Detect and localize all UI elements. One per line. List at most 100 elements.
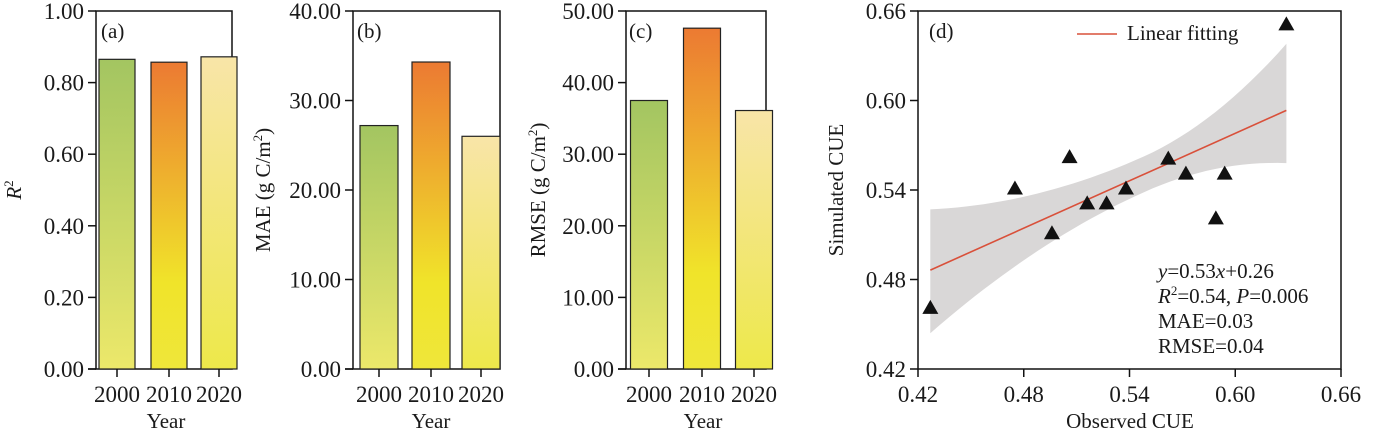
y-tick-label: 0.20 <box>44 285 84 310</box>
legend-label: Linear fitting <box>1127 21 1239 45</box>
bars <box>629 27 774 370</box>
y-tick-label: 10.00 <box>289 268 341 293</box>
panel-c: 0.00 10.00 20.00 30.00 40.00 50.00 2000 2010 2 0… <box>525 0 777 433</box>
y-axis-title-base: MAE (g C/m <box>251 141 275 252</box>
panel-b: 0.00 10.00 20.00 30.00 40.00 2000 2010 2020 (b… <box>250 0 504 433</box>
y-ticks: 0.42 0.48 0.54 0.60 0.66 <box>866 0 918 382</box>
y-tick-label: 0.00 <box>574 357 614 382</box>
bar-2000 <box>359 124 399 370</box>
scatter-point <box>1098 195 1115 210</box>
y-ticks: 0.00 10.00 20.00 30.00 40.00 <box>289 0 353 382</box>
y-ticks: 0.00 10.00 20.00 30.00 40.00 50.00 <box>562 0 626 382</box>
bar-2000 <box>98 58 136 370</box>
y-tick-label: 20.00 <box>562 214 614 239</box>
y-axis-title-sup: 2 <box>250 135 265 142</box>
y-axis-title: MAE (g C/m2) <box>250 128 275 252</box>
y-tick-label: 1.00 <box>44 0 84 24</box>
y-tick-label: 30.00 <box>562 142 614 167</box>
y-tick-label: 10.00 <box>562 285 614 310</box>
y-ticks: 0.00 0.20 0.40 0.60 0.80 1.00 <box>44 0 96 382</box>
r2-base: R <box>1157 284 1171 308</box>
fit-line <box>930 109 1287 271</box>
bars <box>359 61 501 370</box>
r2-mid: =0.54, <box>1177 284 1236 308</box>
panel-label: (a) <box>101 19 124 43</box>
scatter-point <box>1079 195 1096 210</box>
bar-2010 <box>411 61 451 370</box>
y-tick-label: 0.00 <box>44 357 84 382</box>
x-tick-label: 0.66 <box>1321 382 1361 407</box>
y-axis-title-end: ) <box>526 123 550 130</box>
eq-y: y <box>1156 259 1168 283</box>
x-tick-label: 2020 <box>458 382 504 407</box>
mae-text: MAE=0.03 <box>1158 309 1253 333</box>
bar-2020 <box>200 56 238 370</box>
scatter-point <box>1117 180 1134 195</box>
y-tick-label: 50.00 <box>562 0 614 24</box>
scatter-point <box>1278 16 1295 31</box>
y-tick-label: 0.54 <box>866 178 907 203</box>
rmse-text: RMSE=0.04 <box>1158 334 1264 358</box>
y-tick-label: 40.00 <box>562 71 614 96</box>
scatter-point <box>922 299 939 314</box>
r2-sup: 2 <box>1171 283 1178 298</box>
bar-2000 <box>629 99 669 370</box>
panel-label: (b) <box>357 19 382 43</box>
y-axis-title-base: RMSE (g C/m <box>526 136 550 257</box>
x-tick-label: 2000 <box>94 382 140 407</box>
x-tick-label: 0.42 <box>898 382 938 407</box>
p-val: =0.006 <box>1249 284 1308 308</box>
y-tick-label: 0.40 <box>44 214 84 239</box>
y-axis-title: R2 <box>1 180 26 200</box>
scatter-point <box>1043 225 1060 240</box>
y-tick-label: 0.66 <box>866 0 906 24</box>
scatter-point <box>1061 149 1078 164</box>
eq-end: +0.26 <box>1225 259 1274 283</box>
x-ticks: 2000 2010 2020 <box>356 369 504 407</box>
legend: Linear fitting <box>1077 21 1239 45</box>
x-ticks: 0.42 0.48 0.54 0.60 0.66 <box>898 369 1361 407</box>
bar-2010 <box>682 27 722 370</box>
panel-a: 0.00 0.20 0.40 0.60 0.80 1.00 2000 2010 2020 (a… <box>1 0 242 433</box>
scatter-point <box>1216 165 1233 180</box>
panel-d: 0.42 0.48 0.54 0.60 0.66 0.42 0.48 0.54 0.60 0.6… <box>824 0 1361 433</box>
x-tick-label: 2010 <box>408 382 454 407</box>
x-tick-label: 0.54 <box>1109 382 1150 407</box>
x-axis-title: Observed CUE <box>1066 409 1194 433</box>
fit-equation: y=0.53x+0.26 <box>1156 259 1274 283</box>
bar-2020 <box>461 135 501 370</box>
y-axis-title-base: R <box>2 187 26 201</box>
bar-2010 <box>150 61 188 370</box>
y-tick-label: 40.00 <box>289 0 341 24</box>
y-tick-label: 0.48 <box>866 268 906 293</box>
scatter-points <box>922 16 1295 314</box>
y-tick-label: 0.80 <box>44 71 84 96</box>
x-tick-label: 2010 <box>679 382 725 407</box>
panel-label: (d) <box>929 19 954 43</box>
y-tick-label: 20.00 <box>289 178 341 203</box>
eq-x: x <box>1215 259 1226 283</box>
y-axis-title-sup: 2 <box>1 180 16 187</box>
panel-label: (c) <box>629 19 652 43</box>
x-ticks: 2000 2010 2020 <box>94 369 242 407</box>
y-tick-label: 0.60 <box>866 89 906 114</box>
y-tick-label: 0.00 <box>301 357 341 382</box>
bars <box>98 56 238 370</box>
scatter-point <box>1177 165 1194 180</box>
x-tick-label: 2000 <box>356 382 402 407</box>
scatter-point <box>1160 150 1177 165</box>
y-tick-label: 30.00 <box>289 89 341 114</box>
x-ticks: 2000 2010 2020 <box>626 369 777 407</box>
x-axis-title: Year <box>147 409 186 433</box>
y-axis-title: Simulated CUE <box>824 124 848 256</box>
y-tick-label: 0.42 <box>866 357 906 382</box>
y-tick-label: 0.60 <box>44 142 84 167</box>
x-axis-title: Year <box>684 409 723 433</box>
x-tick-label: 2000 <box>626 382 672 407</box>
y-axis-title-sup: 2 <box>525 130 540 137</box>
bar-2020 <box>734 109 774 370</box>
p-label: P <box>1235 284 1249 308</box>
fit-stats: R2=0.54, P=0.006 <box>1157 283 1308 308</box>
confidence-band <box>930 43 1287 334</box>
